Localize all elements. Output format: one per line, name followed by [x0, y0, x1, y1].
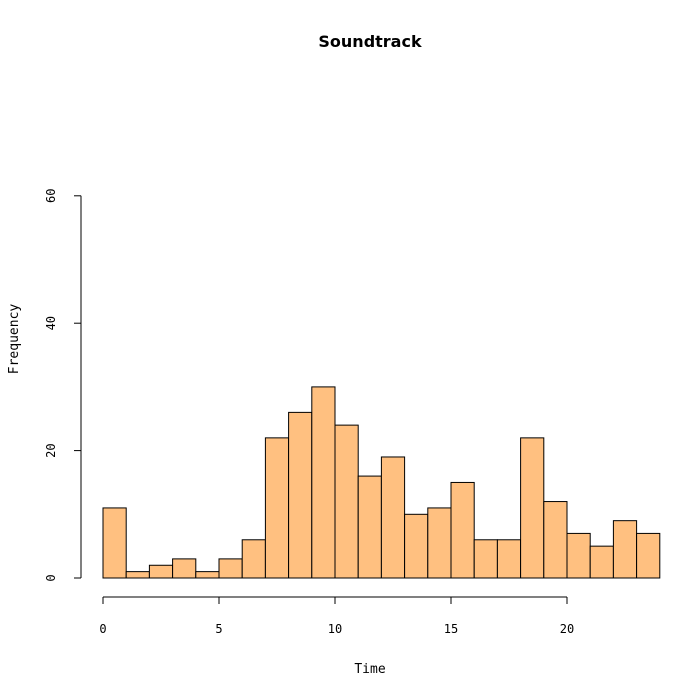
- x-tick-label: 10: [328, 622, 342, 636]
- x-axis-label: Time: [354, 662, 385, 677]
- y-tick-label: 60: [44, 189, 58, 203]
- histogram-bar: [357, 475, 382, 579]
- histogram-bar: [543, 501, 568, 579]
- histogram-bar: [288, 411, 313, 579]
- histogram-bar: [473, 539, 498, 579]
- histogram-bar: [195, 571, 220, 579]
- histogram-bar: [589, 545, 614, 579]
- y-axis-label: Frequency: [7, 304, 22, 375]
- histogram-bar: [636, 532, 661, 579]
- histogram-bar: [427, 507, 452, 579]
- histogram-bar: [566, 532, 591, 579]
- x-axis: 0 5 10 15 20: [99, 596, 574, 636]
- histogram-bar: [172, 558, 197, 579]
- histogram-bar: [380, 456, 406, 579]
- x-tick-label: 15: [444, 622, 458, 636]
- y-tick-label: 20: [44, 443, 58, 457]
- y-axis: 0 20 40 60: [44, 189, 82, 582]
- histogram-bar: [125, 571, 150, 579]
- histogram-bar: [264, 437, 290, 579]
- histogram-bar: [404, 513, 429, 579]
- histogram-bar: [218, 558, 243, 579]
- y-tick-label: 0: [44, 574, 58, 581]
- y-tick-label: 40: [44, 316, 58, 330]
- x-tick-label: 0: [99, 622, 106, 636]
- histogram-bar: [612, 520, 638, 579]
- x-tick-label: 5: [215, 622, 222, 636]
- bars-group: [102, 386, 661, 579]
- histogram-bar: [148, 564, 174, 579]
- histogram-bar: [334, 424, 359, 579]
- x-tick-label: 20: [560, 622, 574, 636]
- histogram-bar: [311, 386, 336, 579]
- histogram-bar: [450, 481, 475, 579]
- histogram-bar: [102, 507, 127, 579]
- chart-title: Soundtrack: [318, 32, 422, 51]
- histogram-bar: [520, 437, 545, 579]
- histogram-bar: [241, 539, 266, 579]
- histogram-bar: [496, 539, 522, 579]
